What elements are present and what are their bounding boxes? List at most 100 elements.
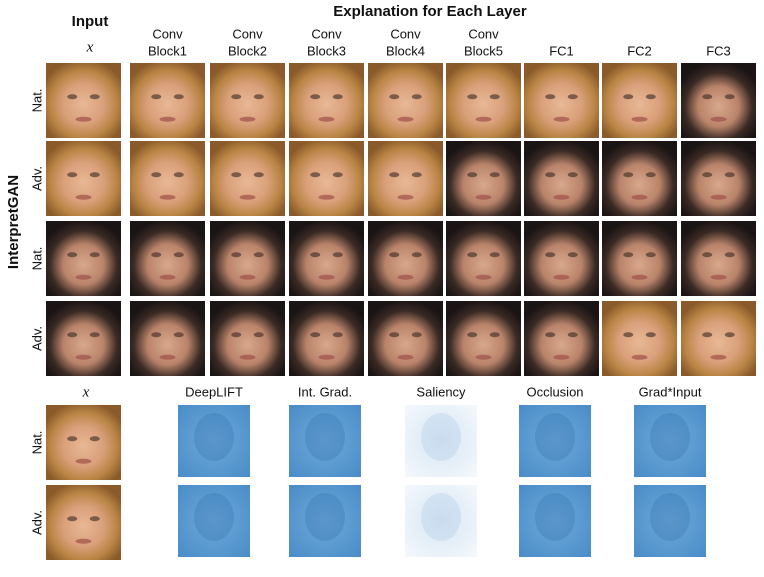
face-image-mouth xyxy=(553,354,570,360)
face-image-mouth xyxy=(397,194,414,200)
face-image xyxy=(524,63,599,138)
method-header: Grad*Input xyxy=(639,384,702,399)
face-image-eyes xyxy=(173,94,184,100)
input-image-mouth xyxy=(75,458,92,464)
face-image xyxy=(289,301,364,376)
face-image xyxy=(46,301,121,376)
face-image-mouth xyxy=(710,116,727,122)
face-image-eyes xyxy=(489,94,500,100)
face-image-eyes xyxy=(173,252,184,258)
face-image-eyes xyxy=(467,94,478,100)
face-image-mouth xyxy=(318,116,335,122)
face-image-eyes xyxy=(489,172,500,178)
face-image-eyes xyxy=(310,332,321,338)
face-image-eyes xyxy=(567,252,578,258)
input-image-eyes xyxy=(89,516,100,522)
face-image-eyes xyxy=(67,252,78,258)
column-header: Block3 xyxy=(307,43,346,58)
column-header: FC2 xyxy=(627,43,652,58)
face-image-mouth xyxy=(239,194,256,200)
face-image-mouth xyxy=(553,274,570,280)
heatmap xyxy=(289,485,361,557)
face-image xyxy=(130,221,205,296)
row-label: Adv. xyxy=(29,510,44,535)
face-image-eyes xyxy=(253,172,264,178)
face-image-mouth xyxy=(239,116,256,122)
face-image xyxy=(210,221,285,296)
face-image-mouth xyxy=(159,354,176,360)
face-image-eyes xyxy=(389,172,400,178)
method-header: DeepLIFT xyxy=(185,384,243,399)
input-image-eyes xyxy=(67,436,78,442)
face-image xyxy=(602,301,677,376)
face-image-eyes xyxy=(645,252,656,258)
face-image-eyes xyxy=(623,332,634,338)
face-image-eyes xyxy=(89,252,100,258)
column-header: Conv xyxy=(232,26,263,41)
face-image-eyes xyxy=(623,94,634,100)
heatmap xyxy=(405,405,477,477)
face-image-eyes xyxy=(332,94,343,100)
face-image xyxy=(46,141,121,216)
face-image xyxy=(524,301,599,376)
face-image-eyes xyxy=(231,332,242,338)
heatmap-detail xyxy=(421,493,461,541)
bottom-input-symbol: x xyxy=(82,384,90,400)
face-image-eyes xyxy=(567,172,578,178)
row-label: Adv. xyxy=(29,326,44,351)
column-header: Conv xyxy=(390,26,421,41)
heatmap xyxy=(519,405,591,477)
face-image-mouth xyxy=(159,116,176,122)
face-image xyxy=(446,221,521,296)
face-image-eyes xyxy=(151,94,162,100)
face-image-eyes xyxy=(411,332,422,338)
face-image-eyes xyxy=(411,252,422,258)
face-image-mouth xyxy=(710,194,727,200)
face-image-mouth xyxy=(239,274,256,280)
face-image-eyes xyxy=(623,252,634,258)
heatmap xyxy=(178,405,250,477)
input-image xyxy=(46,485,121,560)
face-image-eyes xyxy=(545,94,556,100)
face-image-eyes xyxy=(332,252,343,258)
heatmap xyxy=(289,405,361,477)
input-image xyxy=(46,405,121,480)
face-image-eyes xyxy=(645,172,656,178)
column-header: FC1 xyxy=(549,43,574,58)
face-image-eyes xyxy=(332,172,343,178)
row-label: Adv. xyxy=(29,166,44,191)
face-image-eyes xyxy=(567,94,578,100)
input-image-eyes xyxy=(89,436,100,442)
heatmap-detail xyxy=(305,493,345,541)
face-image-mouth xyxy=(631,274,648,280)
face-image-eyes xyxy=(389,94,400,100)
face-image-mouth xyxy=(475,116,492,122)
face-image xyxy=(130,63,205,138)
column-header: Block4 xyxy=(386,43,425,58)
heatmap xyxy=(634,405,706,477)
face-image xyxy=(602,221,677,296)
heatmap xyxy=(634,485,706,557)
face-image xyxy=(524,221,599,296)
face-image xyxy=(130,301,205,376)
face-image-eyes xyxy=(623,172,634,178)
input-image-eyes xyxy=(67,516,78,522)
face-image-mouth xyxy=(397,274,414,280)
heatmap xyxy=(178,485,250,557)
title: Explanation for Each Layer xyxy=(333,3,527,20)
face-image-eyes xyxy=(173,172,184,178)
face-image-eyes xyxy=(89,332,100,338)
face-image-eyes xyxy=(724,94,735,100)
face-image-eyes xyxy=(253,252,264,258)
face-image-mouth xyxy=(318,354,335,360)
face-image-mouth xyxy=(475,354,492,360)
face-image-eyes xyxy=(151,172,162,178)
face-image xyxy=(681,63,756,138)
row-label: Nat. xyxy=(29,89,44,113)
heatmap xyxy=(405,485,477,557)
face-image xyxy=(524,141,599,216)
side-label: InterpretGAN xyxy=(5,175,22,269)
face-image-eyes xyxy=(467,172,478,178)
face-image xyxy=(368,141,443,216)
